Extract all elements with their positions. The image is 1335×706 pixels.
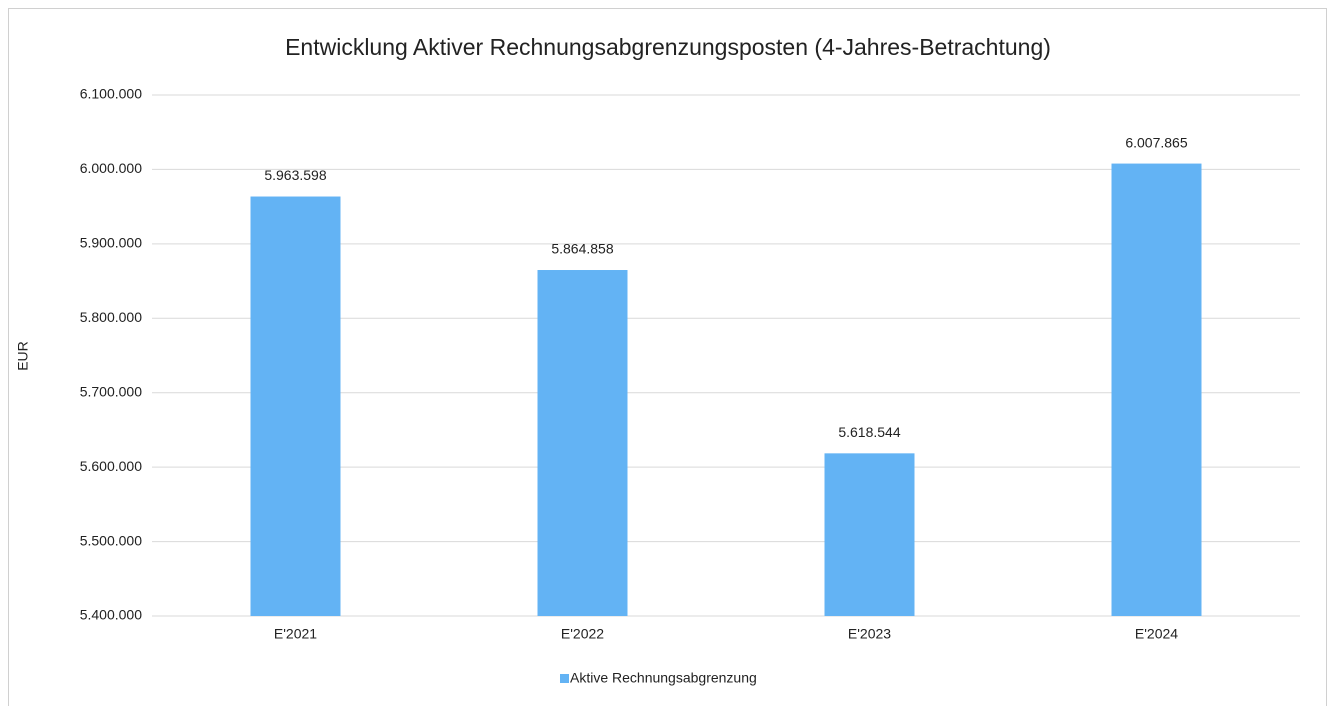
y-tick-label: 5.500.000 <box>80 532 142 548</box>
bar <box>250 196 341 616</box>
data-label: 5.864.858 <box>551 241 613 257</box>
y-tick-label: 5.800.000 <box>80 309 142 325</box>
y-tick-label: 5.700.000 <box>80 383 142 399</box>
bar <box>824 453 915 616</box>
legend-label: Aktive Rechnungsabgrenzung <box>570 670 757 686</box>
y-tick-label: 5.600.000 <box>80 458 142 474</box>
y-tick-label: 5.400.000 <box>80 607 142 623</box>
x-tick-label: E'2024 <box>1135 626 1178 642</box>
bar <box>537 270 628 616</box>
data-label: 5.963.598 <box>264 167 326 183</box>
chart-title: Entwicklung Aktiver Rechnungsabgrenzungs… <box>285 34 1051 60</box>
y-tick-label: 5.900.000 <box>80 235 142 251</box>
bar <box>1111 163 1202 616</box>
legend-swatch <box>560 674 569 683</box>
data-label: 5.618.544 <box>838 424 900 440</box>
x-tick-label: E'2021 <box>274 626 317 642</box>
y-tick-label: 6.100.000 <box>80 86 142 102</box>
x-tick-label: E'2023 <box>848 626 891 642</box>
y-tick-label: 6.000.000 <box>80 160 142 176</box>
chart-border <box>8 8 1327 706</box>
data-label: 6.007.865 <box>1125 134 1187 150</box>
x-tick-label: E'2022 <box>561 626 604 642</box>
y-axis-label: EUR <box>15 341 31 371</box>
